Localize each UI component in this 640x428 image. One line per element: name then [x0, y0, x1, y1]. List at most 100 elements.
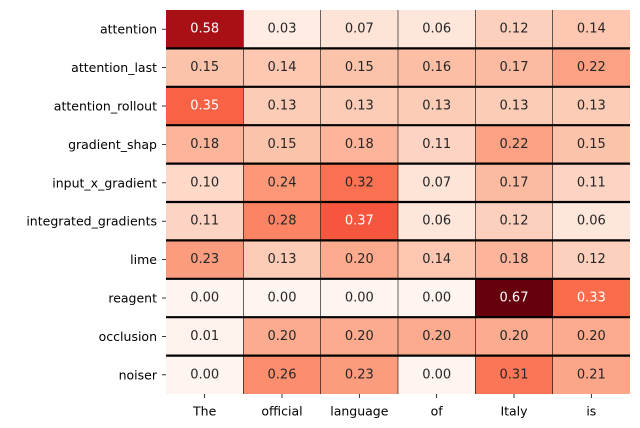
y-tick-label: attention_rollout [54, 99, 157, 114]
heatmap-cell [243, 10, 321, 49]
cell-value-label: 0.28 [268, 214, 297, 229]
heatmap-cell [243, 125, 321, 164]
cell-value-label: 0.22 [577, 60, 606, 75]
heatmap-cell [320, 355, 398, 394]
heatmap-cell [552, 163, 630, 202]
y-tick-label: integrated_gradients [26, 214, 157, 229]
heatmap-cell [243, 86, 321, 126]
heatmap-cell [475, 240, 553, 279]
y-tick-label: occlusion [99, 329, 157, 344]
heatmap-cell [166, 48, 244, 87]
cell-value-label: 0.13 [422, 99, 451, 114]
cell-value-label: 0.20 [577, 329, 606, 344]
y-tick-label: input_x_gradient [52, 175, 157, 190]
heatmap-cells [166, 10, 630, 394]
cell-value-label: 0.00 [190, 367, 219, 382]
y-tick-label: reagent [108, 291, 157, 306]
cell-value-label: 0.12 [577, 252, 606, 267]
cell-value-label: 0.12 [500, 22, 529, 37]
cell-value-label: 0.11 [577, 175, 606, 190]
y-tick-label: attention_last [71, 60, 157, 75]
cell-value-label: 0.21 [577, 367, 606, 382]
cell-value-label: 0.33 [577, 291, 606, 306]
heatmap-cell [398, 202, 476, 241]
cell-value-label: 0.14 [422, 252, 451, 267]
heatmap-cell [398, 86, 476, 126]
x-tick-label: language [330, 404, 389, 419]
cell-value-label: 0.15 [268, 137, 297, 152]
heatmap-cell [552, 86, 630, 126]
cell-value-label: 0.10 [190, 175, 219, 190]
cell-value-label: 0.13 [577, 99, 606, 114]
heatmap-cell [552, 48, 630, 87]
heatmap-cell [552, 125, 630, 164]
x-tick-label: of [431, 404, 444, 419]
cell-value-label: 0.06 [577, 214, 606, 229]
heatmap-cell [320, 48, 398, 87]
heatmap-cell [243, 163, 321, 202]
cell-value-label: 0.12 [500, 214, 529, 229]
heatmap-cell [552, 10, 630, 49]
cell-value-label: 0.13 [345, 99, 374, 114]
heatmap-cell [166, 202, 244, 241]
cell-value-label: 0.06 [422, 214, 451, 229]
cell-value-label: 0.22 [500, 137, 529, 152]
heatmap-cell [243, 317, 321, 356]
cell-value-label: 0.15 [190, 60, 219, 75]
heatmap-cell [475, 48, 553, 87]
heatmap-cell [320, 202, 398, 241]
cell-value-label: 0.31 [500, 367, 529, 382]
cell-value-label: 0.20 [268, 329, 297, 344]
cell-value-label: 0.00 [190, 291, 219, 306]
cell-value-label: 0.15 [345, 60, 374, 75]
heatmap-cell [320, 163, 398, 202]
cell-value-label: 0.20 [345, 252, 374, 267]
heatmap-cell [166, 355, 244, 394]
heatmap-cell [166, 86, 244, 126]
heatmap-cell [552, 278, 630, 318]
heatmap-cell [398, 355, 476, 394]
heatmap-cell [398, 163, 476, 202]
heatmap-cell [475, 317, 553, 356]
heatmap-cell [398, 240, 476, 279]
cell-value-label: 0.20 [500, 329, 529, 344]
heatmap-cell [552, 355, 630, 394]
cell-value-label: 0.11 [422, 137, 451, 152]
heatmap-cell [243, 202, 321, 241]
y-tick-label: lime [130, 252, 157, 267]
cell-value-label: 0.23 [345, 367, 374, 382]
heatmap-cell [552, 317, 630, 356]
heatmap-cell [243, 355, 321, 394]
y-tick-label: gradient_shap [68, 137, 157, 152]
cell-value-label: 0.15 [577, 137, 606, 152]
y-tick-labels: attention attention_last attention_rollout… [26, 22, 166, 382]
heatmap-cell [398, 48, 476, 87]
heatmap-cell [475, 202, 553, 241]
heatmap-cell [475, 125, 553, 164]
cell-value-label: 0.03 [268, 22, 297, 37]
cell-value-label: 0.00 [268, 291, 297, 306]
cell-value-label: 0.23 [190, 252, 219, 267]
cell-value-label: 0.37 [345, 214, 374, 229]
heatmap-cell [475, 163, 553, 202]
cell-value-label: 0.32 [345, 175, 374, 190]
cell-value-label: 0.07 [422, 175, 451, 190]
heatmap-cell [320, 86, 398, 126]
cell-value-label: 0.35 [190, 99, 219, 114]
heatmap-cell [552, 202, 630, 241]
cell-value-label: 0.00 [422, 291, 451, 306]
row-separator-lines [166, 47, 630, 357]
cell-value-label: 0.17 [500, 60, 529, 75]
heatmap-cell [475, 278, 553, 318]
heatmap-cell [320, 10, 398, 49]
x-tick-label: The [192, 404, 217, 419]
heatmap-cell [475, 86, 553, 126]
cell-value-label: 0.13 [268, 252, 297, 267]
x-tick-labels: The official language of Italy is [192, 394, 596, 419]
heatmap-cell [320, 278, 398, 318]
heatmap-cell [243, 240, 321, 279]
heatmap-cell [320, 125, 398, 164]
cell-value-label: 0.06 [422, 22, 451, 37]
heatmap-cell [320, 240, 398, 279]
x-tick-label: official [261, 404, 302, 419]
